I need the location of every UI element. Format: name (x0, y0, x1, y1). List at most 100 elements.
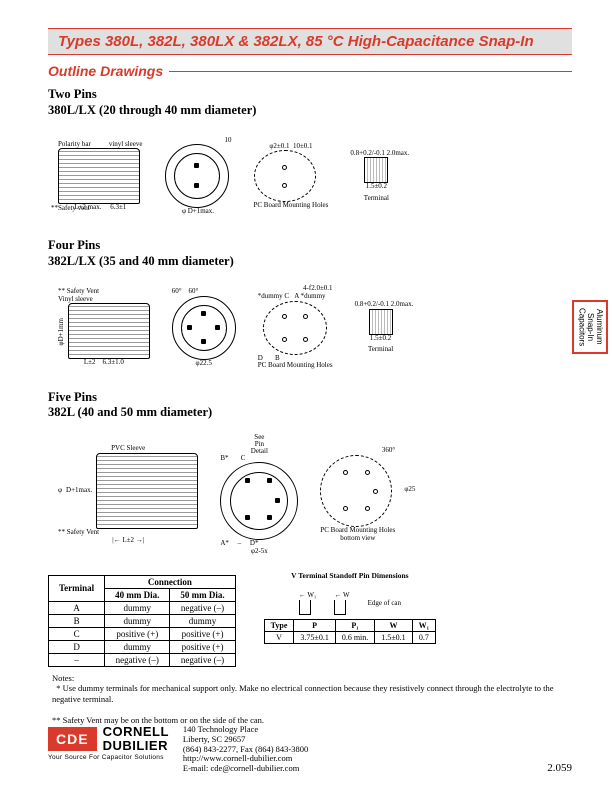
footer-address: 140 Technology Place Liberty, SC 29657 (… (183, 725, 308, 774)
pt8-label: 0.8+0.2/-0.1 (350, 149, 384, 157)
mounting-holes-view-4: 4-f2.0±0.1 *dummy C A *dummy D B PC Boar… (258, 285, 333, 370)
pc-board-4-label: PC Board Mounting Holes (258, 361, 333, 369)
table-cell: 0.6 min. (335, 632, 374, 644)
table-cell: dummy (170, 614, 235, 627)
mounting-holes-view-5: 360° φ25 PC Board Mounting Holes bottom … (320, 447, 395, 542)
table-cell: positive (+) (170, 640, 235, 653)
phi-d1-label: φ D+1max. (182, 207, 214, 215)
two-pins-title: Two Pins (48, 87, 97, 101)
cap-side-view: Polarity bar vinyl sleeve **Safety vent … (58, 141, 143, 212)
four-pins-drawing: ** Safety Vent Vinyl sleeve φD+1mm L±2 6… (58, 274, 572, 382)
two-pins-drawing: Polarity bar vinyl sleeve **Safety vent … (58, 122, 572, 230)
three-sixty-label: 360° (382, 446, 395, 454)
see-pin-label: See Pin Detail (251, 433, 268, 455)
dummy-a-label: *dummy (301, 292, 326, 300)
table-cell: negative (–) (170, 653, 235, 666)
six-three-label: 6.3±1 (110, 203, 126, 211)
table-cell: positive (+) (170, 627, 235, 640)
sixty-2-label: 60° (189, 287, 199, 295)
terminal-view: 0.8+0.2/-0.1 2.0max. 1.5±0.2 Terminal (350, 150, 402, 203)
c-label: C (241, 454, 246, 462)
five-pins-title: Five Pins (48, 390, 97, 404)
pvc-sleeve-label: PVC Sleeve (111, 444, 145, 452)
addr-5: E-mail: cde@cornell-dubilier.com (183, 763, 299, 773)
l-pm-2-5-label: L±2 (122, 536, 134, 544)
cap-top-view: 10 φ D+1max. (165, 137, 232, 216)
six-three-one-label: 6.3±1.0 (102, 358, 123, 366)
terminal-4-label: Terminal (368, 345, 393, 353)
notes-heading: Notes: (52, 673, 74, 683)
addr-2: Liberty, SC 29657 (183, 734, 246, 744)
note-1: * Use dummy terminals for mechanical sup… (52, 683, 554, 704)
sixty-1-label: 60° (172, 287, 182, 295)
table-cell: A (49, 601, 105, 614)
pc-board-label: PC Board Mounting Holes (254, 201, 329, 209)
edge-label: Edge of can (368, 600, 401, 608)
cap-top-view-4: 60° 60° φ22.5 (172, 288, 236, 367)
pc-board-bottom-label: PC Board Mounting Holes bottom view (320, 527, 395, 542)
conn-col-50: 50 mm Dia. (170, 588, 235, 601)
table-cell: B (49, 614, 105, 627)
section-heading-text: Outline Drawings (48, 63, 163, 79)
b-label: B* (220, 454, 228, 462)
table-cell: – (49, 653, 105, 666)
table-header: P₁ (335, 620, 374, 632)
notes: Notes: * Use dummy terminals for mechani… (48, 673, 572, 726)
conn-col-40: 40 mm Dia. (105, 588, 170, 601)
two-pins-sub: 380L/LX (20 through 40 mm diameter) (48, 103, 256, 117)
table-cell: V (264, 632, 294, 644)
phi2-label: φ2±0.1 (269, 142, 289, 150)
vinyl-sleeve-label: vinyl sleeve (109, 141, 143, 149)
one-five-label: 1.5±0.2 (366, 182, 387, 190)
connection-table: Terminal Connection 40 mm Dia. 50 mm Dia… (48, 575, 236, 667)
tagline: Your Source For Capacitor Solutions (48, 754, 169, 761)
ten-label: 10 (225, 136, 232, 144)
table-cell: 0.7 (412, 632, 435, 644)
table-cell: dummy (105, 614, 170, 627)
cap-side-view-4: ** Safety Vent Vinyl sleeve φD+1mm L±2 6… (58, 288, 150, 367)
mounting-holes-view: φ2±0.1 10±0.1 PC Board Mounting Holes (254, 143, 329, 210)
safety-vent-label: **Safety vent (51, 204, 90, 212)
page-title: Types 380L, 382L, 380LX & 382LX, 85 °C H… (48, 28, 572, 55)
w1-label: W₁ (307, 591, 316, 599)
a-label: A* (220, 539, 229, 547)
terminal-label: Terminal (364, 194, 389, 202)
addr-3: (864) 843-2277, Fax (864) 843-3800 (183, 744, 308, 754)
table-cell: 1.5±0.1 (375, 632, 412, 644)
table-header: W (375, 620, 412, 632)
table-header: P (294, 620, 335, 632)
conn-th-connection: Connection (105, 575, 236, 588)
d-plus-1-label: D+1max. (66, 487, 92, 495)
two-pins-heading: Two Pins 380L/LX (20 through 40 mm diame… (48, 87, 572, 118)
w-label: W (343, 591, 350, 599)
five-pins-drawing: PVC Sleeve φ D+1max. ** Safety Vent |← L… (58, 425, 572, 565)
phi225-label: φ22.5 (196, 359, 212, 367)
cap-side-view-5: PVC Sleeve φ D+1max. ** Safety Vent |← L… (58, 445, 198, 544)
addr-4: http://www.cornell-dubilier.com (183, 753, 292, 763)
cap-top-view-5: See Pin Detail B* C A* – D* φ2-5x (220, 434, 298, 556)
footer-logo-block: CDE CORNELL DUBILIER Your Source For Cap… (48, 725, 169, 761)
table-cell: dummy (105, 640, 170, 653)
table-cell: D (49, 640, 105, 653)
two-max-4-label: 2.0max. (391, 300, 414, 308)
ten-pm-label: 10±0.1 (293, 142, 313, 150)
four-pins-heading: Four Pins 382L/LX (35 and 40 mm diameter… (48, 238, 572, 269)
phi-2-5x-label: φ2-5x (251, 547, 268, 555)
pt8-4-label: 0.8+0.2/-0.1 (355, 300, 389, 308)
l-pm-2-label: L±2 (84, 358, 96, 366)
four-pins-sub: 382L/LX (35 and 40 mm diameter) (48, 254, 234, 268)
standoff-block: V Terminal Standoff Pin Dimensions ← W₁ … (264, 571, 436, 645)
five-pins-sub: 382L (40 and 50 mm diameter) (48, 405, 212, 419)
table-cell: dummy (105, 601, 170, 614)
dummy-c-label: *dummy (258, 292, 283, 300)
conn-th-terminal: Terminal (49, 575, 105, 601)
table-cell: positive (+) (105, 627, 170, 640)
two-max-label: 2.0max. (387, 149, 410, 157)
table-header: W₁ (412, 620, 435, 632)
addr-1: 140 Technology Place (183, 724, 258, 734)
standoff-table: TypePP₁WW₁ V3.75±0.10.6 min.1.5±0.10.7 (264, 619, 436, 644)
table-cell: 3.75±0.1 (294, 632, 335, 644)
five-pins-heading: Five Pins 382L (40 and 50 mm diameter) (48, 390, 572, 421)
side-tab: Aluminum Snap-In Capacitors (572, 300, 608, 354)
table-cell: C (49, 627, 105, 640)
